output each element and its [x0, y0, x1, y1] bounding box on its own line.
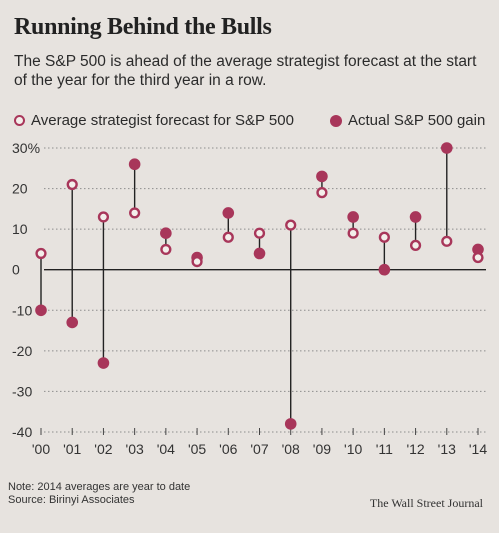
- forecast-point: [378, 231, 390, 243]
- forecast-point: [97, 211, 110, 223]
- legend-item-actual: Actual S&P 500 gain: [330, 112, 485, 129]
- x-tick-label: '04: [157, 441, 175, 457]
- x-tick-label: '06: [219, 441, 237, 457]
- actual-gain-point: [128, 158, 141, 171]
- x-tick-label: '01: [63, 441, 81, 457]
- legend: Average strategist forecast for S&P 500 …: [14, 112, 494, 132]
- forecast-point: [129, 207, 141, 219]
- legend-item-forecast: Average strategist forecast for S&P 500: [14, 112, 294, 129]
- x-tick-label: '14: [469, 441, 487, 457]
- x-tick-label: '05: [188, 441, 206, 457]
- forecast-point: [160, 243, 172, 256]
- x-tick-label: '13: [438, 441, 456, 457]
- actual-gain-point: [253, 247, 266, 260]
- y-tick-label: -30: [12, 383, 32, 399]
- note-text: Note: 2014 averages are year to date: [8, 481, 191, 493]
- forecast-point: [191, 256, 203, 268]
- forecast-point: [441, 235, 453, 247]
- x-tick-label: '00: [32, 441, 50, 457]
- x-tick-label: '07: [250, 441, 268, 457]
- y-tick-label: 10: [12, 221, 28, 237]
- chart-notes: Note: 2014 averages are year to date Sou…: [8, 481, 190, 507]
- actual-gain-point: [472, 243, 484, 256]
- actual-gain-point: [35, 304, 47, 317]
- open-circle-icon: [14, 115, 25, 126]
- forecast-point: [347, 227, 359, 239]
- y-tick-label: -10: [12, 302, 32, 318]
- actual-gain-point: [440, 142, 453, 154]
- x-tick-label: '10: [344, 441, 362, 457]
- credit-text: The Wall Street Journal: [369, 496, 483, 510]
- filled-circle-icon: [330, 114, 342, 127]
- forecast-point: [253, 227, 266, 239]
- actual-gain-point: [347, 211, 359, 223]
- forecast-point: [35, 247, 47, 260]
- y-tick-label: -20: [12, 343, 32, 359]
- actual-gain-point: [409, 211, 422, 223]
- x-tick-label: '02: [94, 441, 112, 457]
- x-tick-label: '12: [406, 441, 424, 457]
- forecast-point: [409, 239, 422, 251]
- legend-label-forecast: Average strategist forecast for S&P 500: [31, 112, 294, 129]
- forecast-point: [222, 231, 234, 243]
- actual-gain-point: [284, 418, 297, 430]
- source-text: Source: Birinyi Associates: [8, 494, 135, 506]
- y-tick-label: 20: [12, 181, 28, 197]
- forecast-point: [66, 178, 78, 191]
- actual-gain-point: [316, 170, 328, 183]
- actual-gain-point: [66, 316, 79, 329]
- chart-subtitle: The S&P 500 is ahead of the average stra…: [14, 53, 477, 89]
- x-tick-label: '08: [282, 441, 300, 457]
- chart-title: Running Behind the Bulls: [14, 14, 272, 40]
- x-tick-label: '03: [126, 441, 144, 457]
- forecast-point: [285, 219, 297, 231]
- x-tick-label: '09: [313, 441, 331, 457]
- actual-gain-point: [160, 227, 172, 239]
- y-tick-label: 0: [12, 262, 20, 278]
- forecast-point: [316, 187, 328, 199]
- x-tick-label: '11: [376, 441, 393, 457]
- y-tick-label: -40: [12, 424, 32, 440]
- actual-gain-point: [378, 263, 391, 276]
- forecast-point: [472, 251, 484, 264]
- legend-label-actual: Actual S&P 500 gain: [348, 112, 486, 129]
- y-tick-label: 30%: [12, 140, 40, 156]
- actual-gain-point: [97, 357, 110, 369]
- actual-gain-point: [222, 207, 235, 219]
